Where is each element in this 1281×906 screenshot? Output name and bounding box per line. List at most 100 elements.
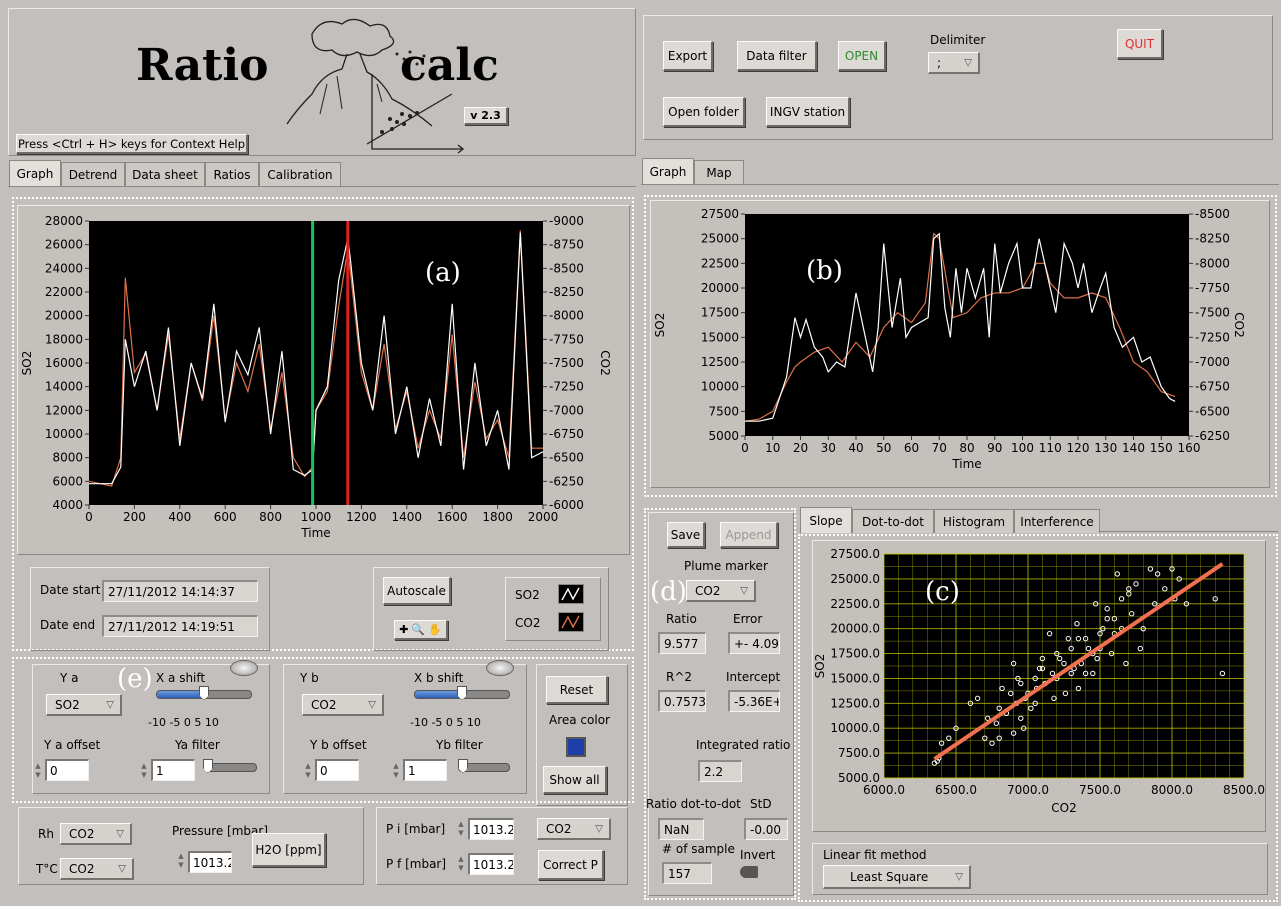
fit-method-select[interactable]: Least Square ▽ <box>823 865 971 889</box>
scatter-point <box>1118 596 1125 602</box>
tab-graph-right[interactable]: Graph <box>642 158 694 184</box>
open-folder-button[interactable]: Open folder <box>663 97 745 127</box>
ya-offset-spinner[interactable]: ▲ ▼ <box>33 758 43 784</box>
ya-filter-thumb[interactable] <box>203 759 213 773</box>
yb-filter-input[interactable]: 1 <box>403 759 447 781</box>
tab-data-sheet[interactable]: Data sheet <box>125 162 205 186</box>
scatter-point <box>1123 660 1129 667</box>
pf-spinner[interactable]: ▲ ▼ <box>456 851 466 877</box>
x-tick-label: 130 <box>1094 441 1117 455</box>
spin-up-icon[interactable]: ▲ <box>305 762 311 770</box>
plume-marker-value: CO2 <box>695 583 721 598</box>
tab-dot-to-dot[interactable]: Dot-to-dot <box>852 509 934 533</box>
scatter-point <box>1015 675 1021 682</box>
tab-detrend[interactable]: Detrend <box>61 162 125 186</box>
data-filter-button[interactable]: Data filter <box>737 41 817 71</box>
spin-down-icon[interactable]: ▼ <box>35 771 41 779</box>
invert-toggle[interactable] <box>740 866 758 878</box>
scatter-point <box>996 735 1002 741</box>
y-tick-label: 20000 <box>701 281 739 295</box>
series-co2-line <box>744 232 1176 422</box>
hand-pan-icon[interactable]: ✋ <box>428 623 442 636</box>
dropdown-arrow-icon: ▽ <box>106 699 114 710</box>
spin-down-icon[interactable]: ▼ <box>393 771 399 779</box>
crosshair-icon[interactable]: ✚ <box>399 623 409 636</box>
y2-tick-label: -9000 <box>549 214 584 228</box>
open-button[interactable]: OPEN <box>838 41 886 71</box>
ratio-label: Ratio <box>666 612 697 626</box>
tab-calibration[interactable]: Calibration <box>259 162 341 186</box>
tab-map[interactable]: Map <box>694 160 744 184</box>
tab-slope[interactable]: Slope <box>800 507 852 533</box>
pi-input[interactable]: 1013.2 <box>468 818 514 840</box>
spin-up-icon[interactable]: ▲ <box>458 820 464 828</box>
plume-marker-select[interactable]: CO2 ▽ <box>686 580 756 602</box>
spin-down-icon[interactable]: ▼ <box>178 861 184 869</box>
scatter-point <box>1032 700 1038 707</box>
ya-offset-input[interactable]: 0 <box>45 759 89 781</box>
graph-a-chart[interactable]: 0 200 400 600 800 1000 1200 1400 1600 1800 2000 400… <box>17 205 630 555</box>
scatter-point <box>1128 611 1135 617</box>
pressure-input[interactable]: 1013.2 <box>188 851 232 873</box>
yb-select[interactable]: CO2 ▽ <box>302 694 384 716</box>
ratio-value: 9.577 <box>658 632 706 654</box>
spin-up-icon[interactable]: ▲ <box>393 762 399 770</box>
pi-spinner[interactable]: ▲ ▼ <box>456 816 466 842</box>
delimiter-select[interactable]: ; ▽ <box>928 52 980 74</box>
x-tick-label: 1800 <box>482 510 513 524</box>
pressure-gas-select[interactable]: CO2 ▽ <box>537 818 611 840</box>
reset-button[interactable]: Reset <box>546 676 608 704</box>
zoom-icon[interactable]: 🔍 <box>411 623 426 636</box>
append-button[interactable]: Append <box>720 522 778 548</box>
save-button[interactable]: Save <box>667 522 705 548</box>
correct-p-button[interactable]: Correct P <box>538 850 604 880</box>
xa-shift-led[interactable] <box>230 660 258 676</box>
tab-ratios[interactable]: Ratios <box>205 162 259 186</box>
pf-input[interactable]: 1013.2 <box>468 853 514 875</box>
graph-b-chart[interactable]: 0 10 20 30 40 50 60 70 80 90 100 110 120 130 140 150 160… <box>650 200 1270 488</box>
legend-panel <box>505 577 601 641</box>
ya-select[interactable]: SO2 ▽ <box>46 694 122 716</box>
legend-so2-swatch[interactable] <box>558 584 584 604</box>
spin-up-icon[interactable]: ▲ <box>178 852 184 860</box>
spin-up-icon[interactable]: ▲ <box>458 855 464 863</box>
export-button[interactable]: Export <box>663 41 713 71</box>
ya-filter-spinner[interactable]: ▲ ▼ <box>139 758 149 784</box>
yb-offset-input[interactable]: 0 <box>315 759 359 781</box>
show-all-button[interactable]: Show all <box>543 766 607 794</box>
slope-chart[interactable]: 6000.0 6500.0 7000.0 7500.0 8000.0 8500.0 5000… <box>812 540 1266 832</box>
tab-graph-left[interactable]: Graph <box>9 160 61 186</box>
ingv-station-button[interactable]: INGV station <box>766 97 850 127</box>
spin-up-icon[interactable]: ▲ <box>141 762 147 770</box>
graph-palette-tools[interactable]: ✚ 🔍 ✋ <box>394 620 448 640</box>
x-tick-label: 7000.0 <box>1007 783 1049 797</box>
date-start-field[interactable]: 27/11/2012 14:14:37 <box>102 580 258 602</box>
quit-button[interactable]: QUIT <box>1117 29 1163 59</box>
tab-interference[interactable]: Interference <box>1014 509 1100 533</box>
rh-select[interactable]: CO2 ▽ <box>60 823 132 845</box>
scatter-point <box>1046 630 1053 637</box>
spin-down-icon[interactable]: ▼ <box>458 864 464 872</box>
xb-shift-led[interactable] <box>486 660 514 676</box>
spin-down-icon[interactable]: ▼ <box>305 771 311 779</box>
yb-filter-spinner[interactable]: ▲ ▼ <box>391 758 401 784</box>
tc-select[interactable]: CO2 ▽ <box>60 858 134 880</box>
legend-co2-swatch[interactable] <box>558 612 584 632</box>
area-color-swatch[interactable] <box>566 737 586 757</box>
autoscale-button[interactable]: Autoscale <box>383 577 451 605</box>
spin-down-icon[interactable]: ▼ <box>141 771 147 779</box>
spin-up-icon[interactable]: ▲ <box>35 762 41 770</box>
spin-down-icon[interactable]: ▼ <box>458 829 464 837</box>
yb-filter-thumb[interactable] <box>458 759 468 773</box>
xa-shift-thumb[interactable] <box>199 686 209 700</box>
date-end-field[interactable]: 27/11/2012 14:19:51 <box>102 615 258 637</box>
h2o-button[interactable]: H2O [ppm] <box>252 833 326 867</box>
xb-shift-thumb[interactable] <box>457 686 467 700</box>
y-tick-label: 7500.0 <box>838 746 880 760</box>
pressure-spinner[interactable]: ▲ ▼ <box>176 848 186 874</box>
ya-filter-input[interactable]: 1 <box>151 759 195 781</box>
area-color-label: Area color <box>549 713 610 727</box>
tab-histogram[interactable]: Histogram <box>934 509 1014 533</box>
delimiter-label: Delimiter <box>930 33 986 47</box>
yb-offset-spinner[interactable]: ▲ ▼ <box>303 758 313 784</box>
